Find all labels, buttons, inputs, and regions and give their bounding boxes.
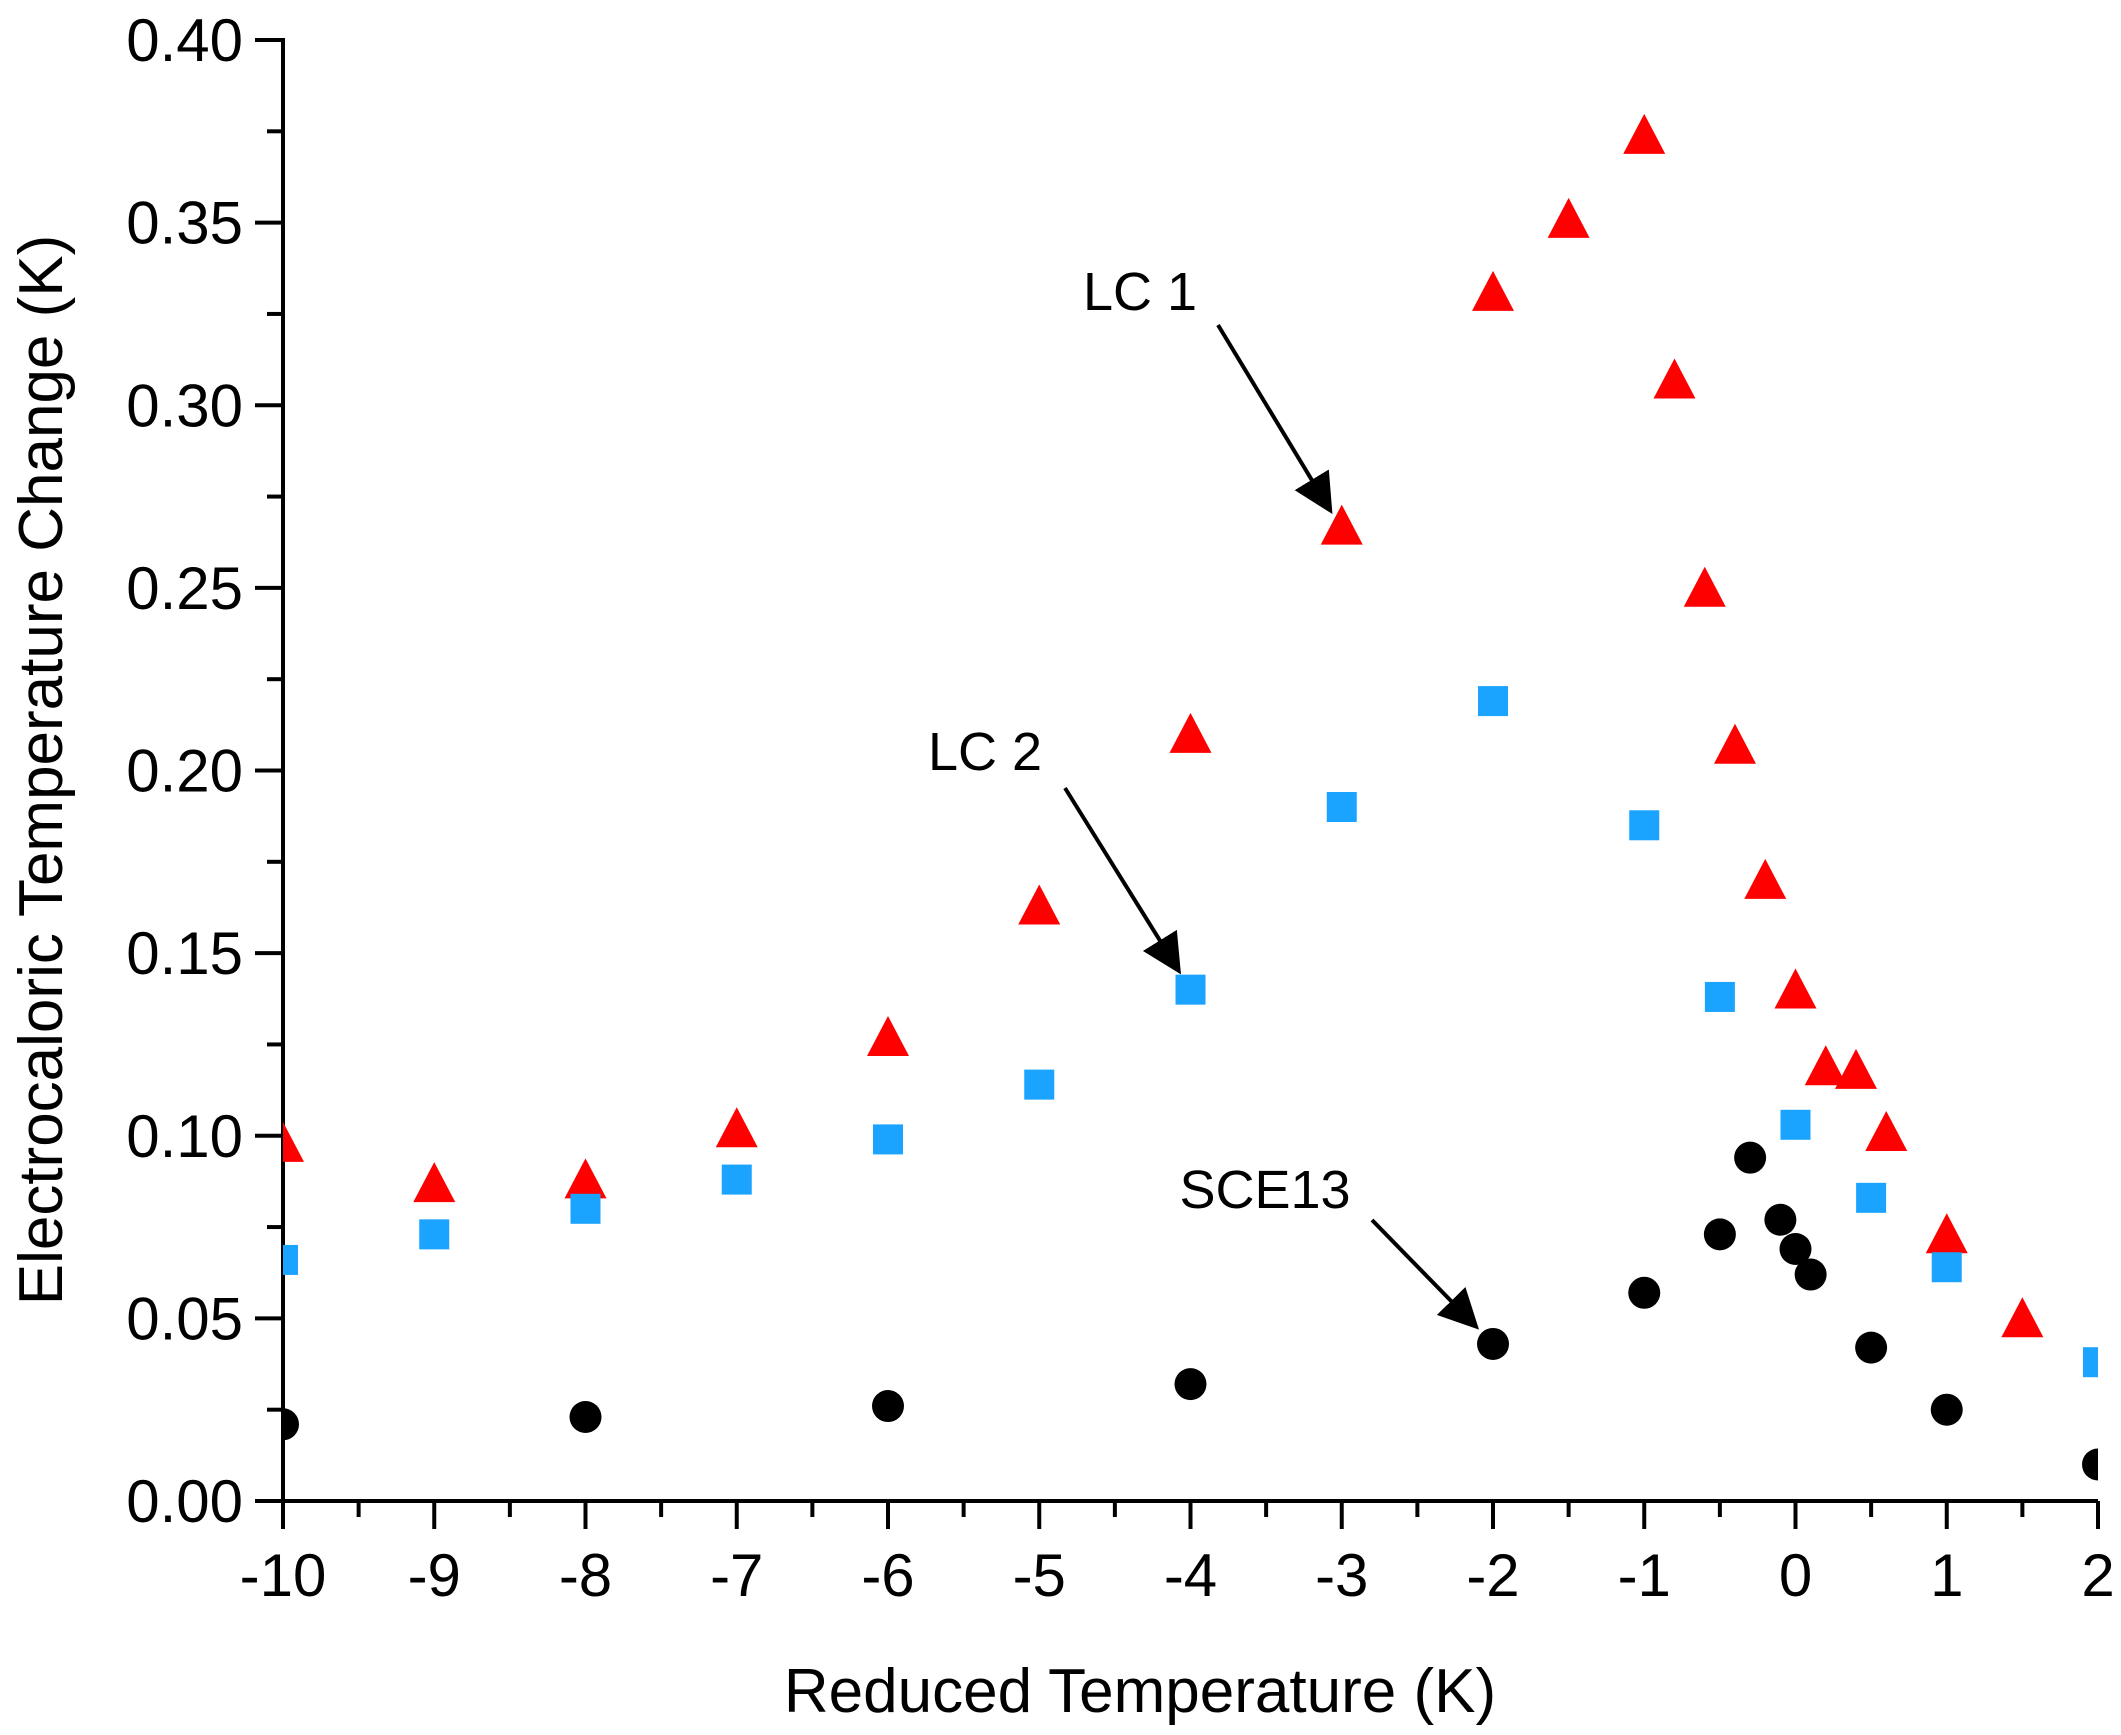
x-tick-label: -6 [861,1542,914,1609]
data-point-triangle [2001,1297,2044,1338]
data-point-triangle [283,1121,304,1162]
x-tick-label: -1 [1618,1542,1671,1609]
data-point-circle [1779,1232,1812,1265]
data-point-circle [283,1408,299,1441]
data-point-triangle [1835,1048,1877,1089]
data-point-square [2083,1347,2098,1378]
x-axis-title: Reduced Temperature (K) [784,1657,1496,1726]
data-point-square [721,1164,752,1195]
x-tick-label: -5 [1013,1542,1066,1609]
data-point-triangle [1744,858,1787,899]
data-point-triangle [715,1107,758,1148]
data-point-square [873,1124,903,1155]
annotation-arrow [1370,1218,1480,1330]
annotation-label: LC 2 [928,722,1042,782]
annotation-arrow [1216,323,1333,515]
data-point-triangle [1472,270,1514,311]
series-lc-2 [283,686,2098,1378]
data-point-triangle [1653,358,1696,399]
y-tick-label: 0.20 [126,738,243,805]
x-tick-label: -7 [710,1542,763,1609]
series-sce13 [283,1141,2098,1481]
data-point-triangle [1714,723,1756,764]
data-point-square [419,1219,450,1250]
x-tick-label: -9 [408,1542,461,1609]
data-point-triangle [1320,504,1363,545]
x-tick-label: -8 [559,1542,612,1609]
x-tick-label: 1 [1930,1542,1963,1609]
data-point-triangle [1925,1213,1968,1254]
data-point-circle [1794,1258,1827,1291]
y-tick-label: 0.35 [126,190,243,257]
y-tick-label: 0.15 [126,920,243,987]
y-tick-label: 0.25 [126,555,243,622]
data-marks [283,113,2098,1481]
data-point-square [570,1193,601,1224]
data-point-circle [1174,1368,1207,1401]
data-point-triangle [867,1015,909,1056]
y-tick-label: 0.10 [126,1103,243,1170]
data-point-square [1326,792,1357,823]
x-tick-label: -10 [240,1542,327,1609]
data-point-circle [872,1390,904,1423]
series-lc-1 [283,113,2044,1338]
data-point-square [1175,974,1206,1005]
y-axis-title: Electrocaloric Temperature Change (K) [7,235,76,1306]
data-point-triangle [413,1162,456,1203]
data-point-square [1629,810,1660,841]
data-point-triangle [1774,968,1817,1009]
data-point-circle [1703,1218,1736,1251]
data-point-circle [1855,1331,1888,1364]
data-point-square [1780,1109,1811,1140]
data-point-circle [2082,1448,2098,1481]
x-tick-label: -2 [1466,1542,1519,1609]
data-point-triangle [1169,712,1212,753]
annotation-label: SCE13 [1179,1160,1350,1220]
x-tick-label: 2 [2081,1542,2114,1609]
data-point-circle [1930,1393,1963,1426]
data-point-triangle [1018,884,1061,925]
x-tick-label: -3 [1315,1542,1368,1609]
data-point-square [1478,686,1508,717]
y-tick-label: 0.05 [126,1285,243,1352]
data-point-triangle [1547,197,1590,238]
data-point-square [1024,1069,1055,1100]
y-tick-label: 0.00 [126,1468,243,1535]
data-point-circle [1628,1276,1661,1309]
y-tick-label: 0.40 [126,7,243,74]
data-point-triangle [564,1158,607,1199]
data-point-circle [569,1400,602,1433]
data-point-square [1856,1182,1887,1213]
annotation-label: LC 1 [1083,262,1197,322]
x-tick-label: -4 [1164,1542,1217,1609]
data-point-triangle [1623,113,1666,154]
data-point-triangle [1865,1110,1908,1151]
data-point-square [283,1244,298,1275]
data-point-circle [1734,1141,1767,1174]
data-point-square [1931,1252,1962,1283]
data-point-triangle [1804,1045,1847,1086]
annotation-arrow [1063,786,1181,975]
data-point-circle [1477,1327,1509,1360]
data-point-square [1704,981,1735,1012]
y-tick-label: 0.30 [126,372,243,439]
x-tick-label: 0 [1779,1542,1812,1609]
data-point-circle [1764,1203,1797,1236]
data-point-triangle [1683,566,1726,607]
